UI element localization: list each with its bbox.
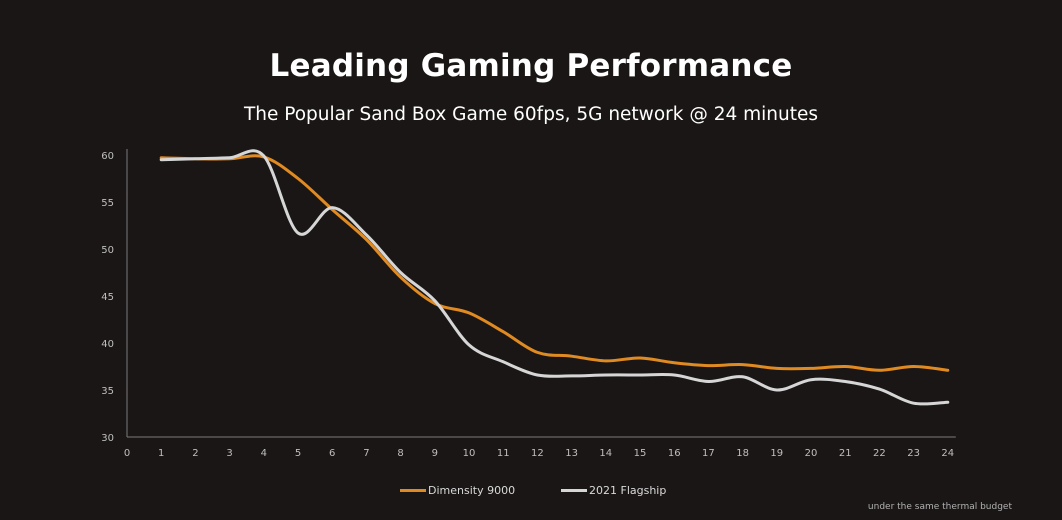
legend-label-dimensity-9000: Dimensity 9000 xyxy=(428,484,515,497)
x-tick-label: 21 xyxy=(839,448,852,459)
x-tick-label: 12 xyxy=(531,448,544,459)
x-tick-label: 9 xyxy=(432,448,438,459)
x-tick-label: 24 xyxy=(941,448,954,459)
x-tick-label: 19 xyxy=(770,448,783,459)
x-tick-label: 15 xyxy=(634,448,647,459)
x-tick-label: 3 xyxy=(226,448,232,459)
x-tick-label: 11 xyxy=(497,448,510,459)
x-tick-label: 23 xyxy=(907,448,920,459)
y-tick-label: 35 xyxy=(101,386,114,397)
footnote: under the same thermal budget xyxy=(868,502,1012,512)
x-tick-label: 22 xyxy=(873,448,886,459)
x-tick-label: 17 xyxy=(702,448,715,459)
x-tick-label: 6 xyxy=(329,448,335,459)
y-tick-label: 60 xyxy=(101,151,114,162)
legend-item-2021-flagship: 2021 Flagship xyxy=(561,481,666,499)
y-tick-label: 55 xyxy=(101,198,114,209)
x-tick-label: 14 xyxy=(599,448,612,459)
y-tick-label: 30 xyxy=(101,433,114,444)
y-tick-label: 50 xyxy=(101,245,114,256)
x-tick-label: 10 xyxy=(463,448,476,459)
legend-item-dimensity-9000: Dimensity 9000 xyxy=(400,481,515,499)
x-tick-label: 18 xyxy=(736,448,749,459)
x-tick-label: 13 xyxy=(565,448,578,459)
legend-swatch-dimensity-9000 xyxy=(400,489,426,492)
x-tick-label: 16 xyxy=(668,448,681,459)
x-tick-label: 0 xyxy=(124,448,130,459)
legend-swatch-2021-flagship xyxy=(561,489,587,492)
x-tick-label: 7 xyxy=(363,448,369,459)
x-tick-label: 1 xyxy=(158,448,164,459)
legend-label-2021-flagship: 2021 Flagship xyxy=(589,484,666,497)
x-tick-label: 5 xyxy=(295,448,301,459)
x-tick-label: 8 xyxy=(397,448,403,459)
y-tick-label: 45 xyxy=(101,292,114,303)
y-tick-label: 40 xyxy=(101,339,114,350)
x-tick-label: 2 xyxy=(192,448,198,459)
x-tick-label: 4 xyxy=(261,448,267,459)
x-tick-label: 20 xyxy=(805,448,818,459)
